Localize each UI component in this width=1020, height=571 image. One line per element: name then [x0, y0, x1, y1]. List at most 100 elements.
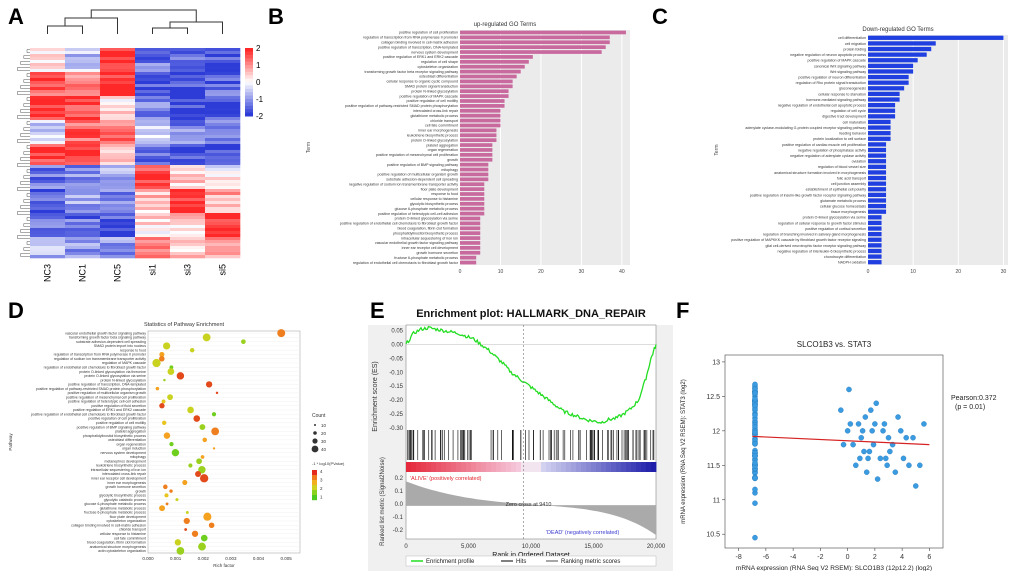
heatmap-cell	[205, 105, 241, 109]
heatmap-cell	[100, 72, 136, 76]
rank-color-band	[571, 462, 577, 472]
heatmap-cell	[135, 222, 171, 226]
category-label: tissue morphogenesis	[831, 210, 866, 214]
heatmap-cell	[170, 186, 206, 190]
legend-swatch	[245, 54, 253, 59]
heatmap-cell	[205, 87, 241, 91]
heatmap-cell	[170, 234, 206, 238]
ranking-metric-area	[406, 481, 656, 535]
x-tick-label: 10	[498, 269, 504, 275]
x-axis-title: Rank in Ordered Dataset	[492, 552, 569, 559]
category-label: anatomical structure morphogenesis	[90, 545, 147, 549]
rank-color-band	[461, 462, 467, 472]
data-point	[752, 534, 758, 541]
data-point	[910, 434, 916, 441]
heatmap-cell	[100, 171, 136, 175]
category-label: blood coagulation, fibrin clot formation	[87, 541, 146, 545]
heatmap-cell	[170, 228, 206, 232]
y2-tick-label: -0.2	[393, 528, 404, 534]
category-label: vascular endothelial growth factor signa…	[375, 241, 458, 245]
heatmap-cell	[205, 111, 241, 115]
heatmap-cell	[205, 237, 241, 241]
category-label: positive regulation of MAPKKK cascade by…	[731, 238, 866, 242]
heatmap-cell	[100, 240, 136, 244]
heatmap-cell	[30, 204, 66, 208]
bar	[868, 248, 882, 254]
category-label: cell fate commitment	[114, 536, 146, 540]
bubble	[159, 403, 165, 409]
bar	[460, 50, 602, 54]
heatmap-cell	[65, 252, 101, 256]
heatmap-cell	[100, 99, 136, 103]
data-point	[870, 441, 877, 448]
bar	[460, 226, 481, 231]
bubble	[215, 391, 219, 395]
rank-color-band	[471, 462, 477, 472]
legend-tick: -1	[256, 95, 264, 104]
category-label: negative regulation of neuron apoptotic …	[790, 53, 866, 57]
plot-frame	[147, 330, 301, 554]
x-tick-label: 0.001	[170, 556, 182, 561]
heatmap-cell	[135, 231, 171, 235]
heatmap-cell	[205, 69, 241, 73]
category-label: positive regulation of insulin-like grow…	[750, 193, 866, 197]
heatmap-cell	[205, 129, 241, 133]
data-point	[880, 428, 886, 434]
dendro-branch	[26, 241, 30, 245]
bar	[460, 241, 481, 245]
heatmap-cell	[100, 147, 136, 151]
bar	[460, 123, 501, 128]
bubble	[182, 480, 188, 486]
bar	[460, 187, 485, 191]
heatmap-cell	[65, 66, 101, 70]
bubble	[161, 399, 166, 404]
x-tick-label: 0.002	[198, 556, 210, 561]
category-label: cellular response to histamine	[410, 197, 458, 201]
heatmap-cell	[65, 204, 101, 208]
bubble	[191, 530, 199, 537]
category-label: glutathione metabolic process	[410, 114, 458, 118]
heatmap-cell	[30, 183, 66, 187]
y-tick-label: -0.30	[389, 426, 403, 432]
category-label: positive regulation of MAPK cascade	[807, 59, 866, 63]
bubble	[176, 547, 185, 555]
category-label: glycolytic catabolic process	[104, 498, 146, 502]
heatmap-cell	[65, 165, 101, 169]
heatmap-cell	[170, 237, 206, 241]
heatmap-cell	[30, 132, 66, 136]
heatmap-cell	[205, 120, 241, 124]
y-tick-label: 11	[713, 497, 720, 504]
heatmap-column-label: si1	[148, 264, 158, 276]
bubble	[163, 484, 168, 490]
rank-color-band	[646, 462, 652, 472]
bubble	[199, 424, 206, 431]
category-label: cellular response to organic cyclic comp…	[386, 80, 458, 84]
category-label: intercalated cross-link repair	[413, 109, 459, 113]
category-label: platelet aggregation	[426, 143, 458, 147]
heatmap-cell	[170, 174, 206, 178]
category-label: floor plate development	[110, 515, 146, 519]
heatmap-cell	[135, 57, 171, 61]
heatmap-cell	[100, 159, 136, 163]
rank-color-band	[631, 462, 637, 472]
heatmap-cell	[170, 132, 206, 136]
y2-tick-label: 0.2	[395, 476, 404, 482]
data-point	[868, 407, 874, 413]
category-label: negative regulation of endothelial cell …	[778, 104, 867, 108]
bubble	[189, 347, 195, 353]
heatmap-cell	[30, 213, 66, 217]
bar	[460, 30, 626, 35]
heatmap-cell	[65, 210, 101, 214]
bubble	[174, 539, 182, 546]
heatmap-cell	[205, 66, 241, 70]
heatmap-cell	[205, 60, 241, 64]
legend-swatch	[245, 88, 253, 93]
heatmap-cell	[65, 57, 101, 61]
bubble	[163, 342, 171, 350]
bar	[868, 69, 914, 74]
heatmap-cell	[65, 138, 101, 142]
x-tick-label: 40	[619, 269, 625, 275]
heatmap-cell	[100, 111, 136, 115]
bubble	[277, 329, 286, 338]
heatmap-cell	[170, 243, 206, 247]
